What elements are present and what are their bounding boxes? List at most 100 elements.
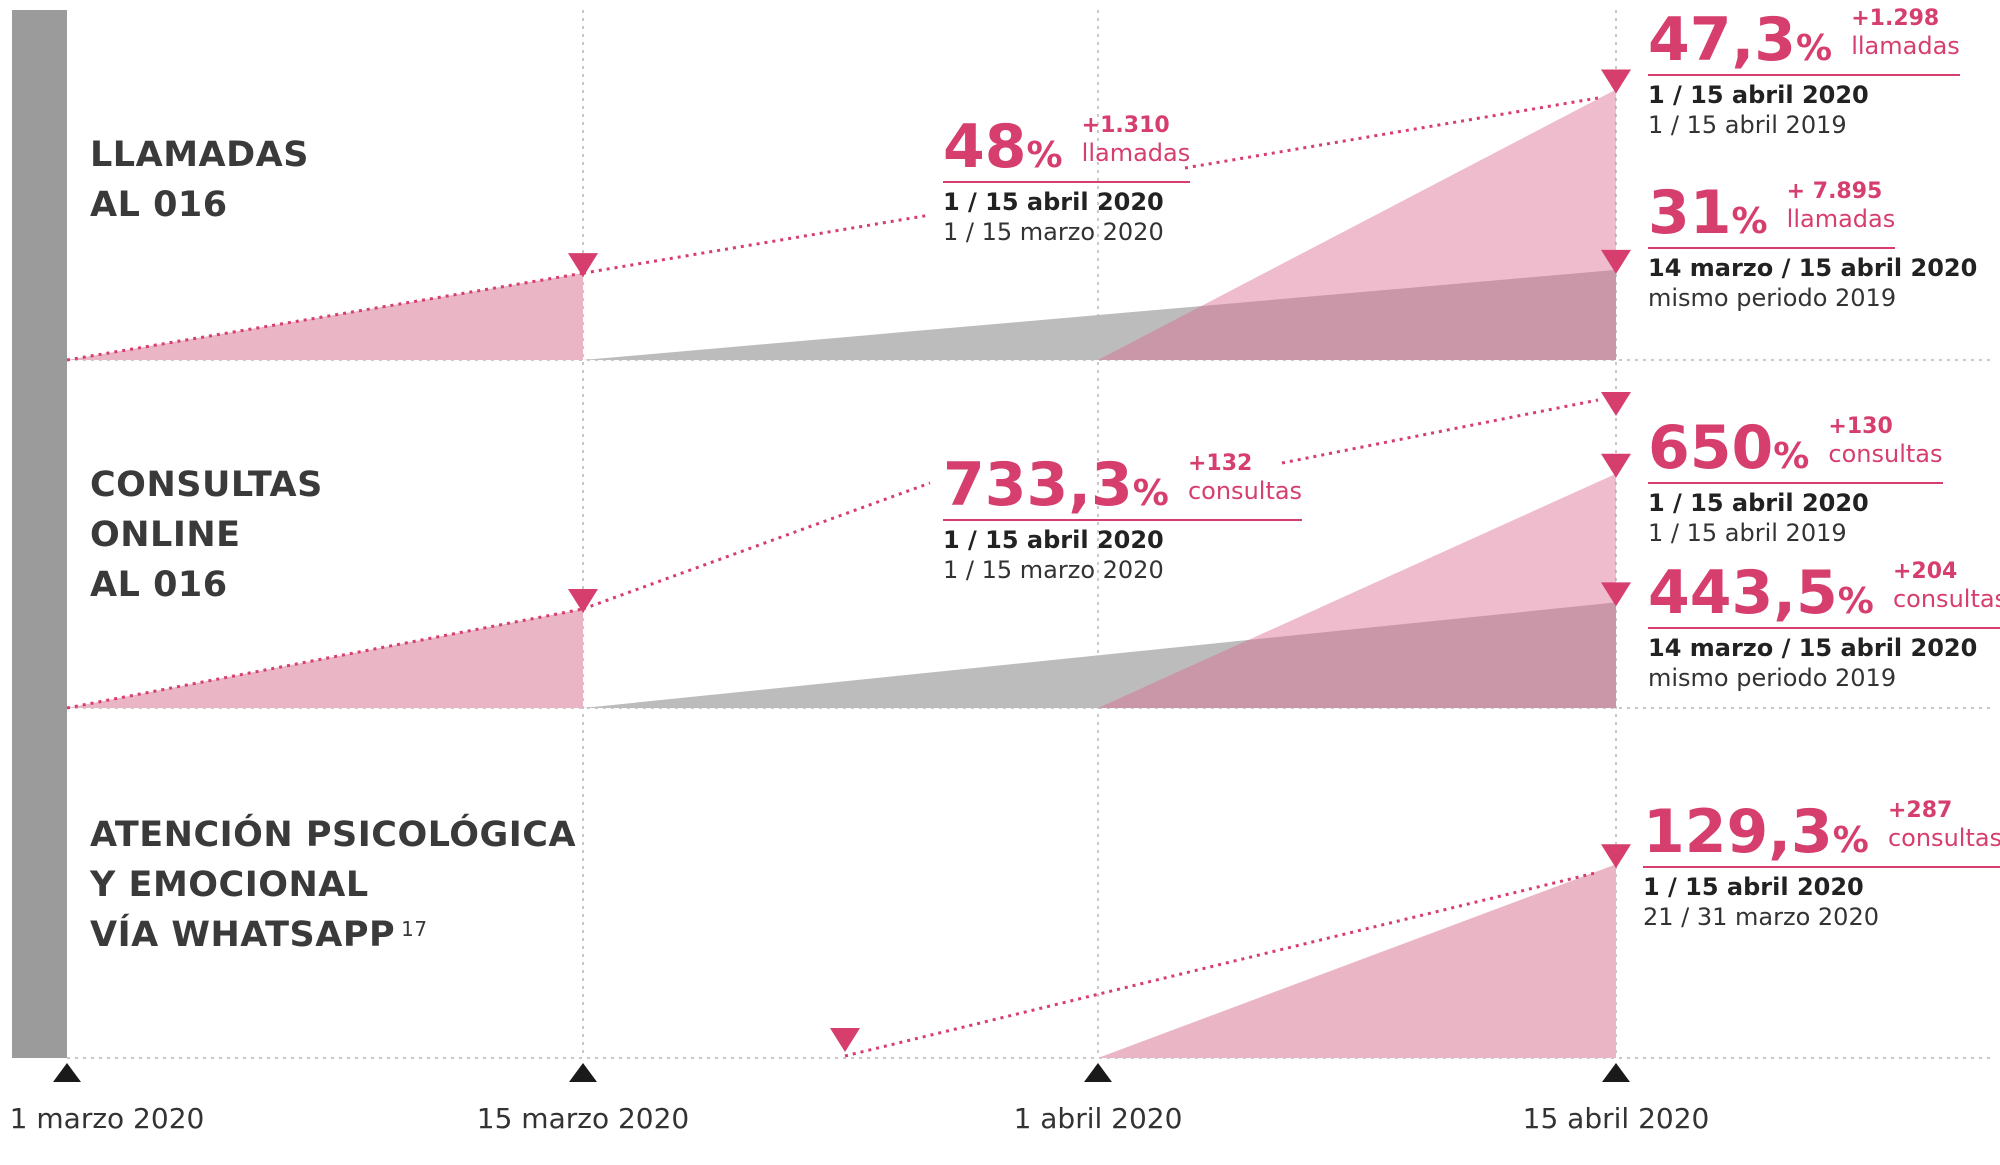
connector-dotted-line [1184, 96, 1599, 170]
row-label-line: CONSULTAS [90, 465, 323, 505]
annotation-consultas-marzo: 733,3% +132 consultas 1 / 15 abril 2020 … [943, 451, 1303, 585]
row-label-line: VÍA WHATSAPP 17 [90, 910, 576, 960]
annotation-period-compare: mismo periodo 2019 [1648, 664, 1897, 692]
annotation-unit: llamadas [1786, 205, 1896, 233]
annotation-delta: +204 [1892, 559, 1958, 584]
annotation-extra: +287 consultas [1888, 798, 2000, 852]
annotation-period-compare: 1 / 15 marzo 2020 [943, 218, 1164, 246]
annotation-extra: +204 consultas [1893, 559, 2000, 613]
row-label-line: AL 016 [90, 565, 228, 605]
annotation-period-compare: 1 / 15 marzo 2020 [943, 556, 1164, 584]
x-axis-tick-marker [1084, 1063, 1112, 1082]
row-label-line: Y EMOCIONAL [90, 865, 369, 905]
x-tick-label: 15 abril 2020 [1522, 1102, 1710, 1135]
annotation-period-main: 1 / 15 abril 2020 [1648, 81, 1869, 109]
annotation-percent: 733,3 [943, 450, 1133, 520]
annotation-percent: 650 [1648, 413, 1774, 483]
marker-triangle [1601, 453, 1631, 478]
annotation-delta: + 7.895 [1786, 179, 1883, 204]
row-label-line: ATENCIÓN PSICOLÓGICA [90, 815, 577, 855]
annotation-unit: consultas [1887, 824, 2000, 852]
annotation-period-main: 1 / 15 abril 2020 [943, 188, 1164, 216]
row-label-llamadas: LLAMADAS AL 016 [90, 130, 309, 230]
annotation-unit: llamadas [1851, 32, 1960, 60]
x-tick-label: 1 abril 2020 [1013, 1102, 1183, 1135]
annotation-percent: 129,3 [1643, 797, 1833, 867]
annotation-period-main: 1 / 15 abril 2020 [1648, 489, 1869, 517]
annotation-head: 129,3% +287 consultas [1643, 798, 2000, 868]
area-april-period [1098, 864, 1616, 1058]
annotation-head: 650% +130 consultas [1648, 414, 1943, 484]
row-label-line: AL 016 [90, 185, 228, 225]
annotation-whatsapp: 129,3% +287 consultas 1 / 15 abril 2020 … [1643, 798, 2000, 932]
connector-dotted-line [582, 213, 931, 275]
annotation-extra: +132 consultas [1188, 451, 1302, 505]
annotation-period-compare: mismo periodo 2019 [1648, 284, 1897, 312]
annotation-period-main: 14 marzo / 15 abril 2020 [1648, 634, 1978, 662]
annotation-head: 733,3% +132 consultas [943, 451, 1303, 521]
annotation-percent: 48 [943, 112, 1027, 182]
percent-sign: % [1773, 436, 1810, 477]
area-april-period [1098, 473, 1616, 708]
annotation-delta: +1.310 [1081, 113, 1170, 138]
annotation-unit: llamadas [1081, 139, 1191, 167]
annotation-unit: consultas [1828, 440, 1943, 468]
percent-sign: % [1832, 820, 1869, 861]
marker-triangle [1601, 844, 1631, 869]
footnote-ref: 17 [401, 917, 428, 941]
x-tick-label: 1 marzo 2020 [9, 1102, 205, 1135]
annotation-llamadas-marzo: 48% +1.310 llamadas 1 / 15 abril 2020 1 … [943, 113, 1191, 247]
connector-dotted-line [1281, 398, 1599, 465]
annotation-llamadas-periodo: 31% + 7.895 llamadas 14 marzo / 15 abril… [1648, 179, 1978, 313]
marker-triangle [1601, 69, 1631, 94]
annotation-head: 31% + 7.895 llamadas [1648, 179, 1896, 249]
annotation-extra: +130 consultas [1828, 414, 1942, 468]
row-label-line: ONLINE [90, 515, 241, 555]
annotation-extra: +1.298 llamadas [1851, 6, 1960, 60]
annotation-percent: 443,5 [1648, 558, 1838, 628]
x-axis-tick-marker [53, 1063, 81, 1082]
x-axis-tick-marker [1602, 1063, 1630, 1082]
annotation-delta: +1.298 [1851, 6, 1940, 31]
annotation-period-main: 1 / 15 abril 2020 [1643, 873, 1864, 901]
annotation-head: 47,3% +1.298 llamadas [1648, 6, 1960, 76]
annotation-delta: +287 [1887, 798, 1953, 823]
row-label-whatsapp: ATENCIÓN PSICOLÓGICA Y EMOCIONAL VÍA WHA… [90, 810, 576, 960]
percent-sign: % [1796, 28, 1833, 69]
marker-triangle [1601, 392, 1631, 416]
row-label-line-text: VÍA WHATSAPP [90, 915, 396, 955]
marker-triangle [568, 253, 598, 278]
annotation-delta: +132 [1187, 451, 1253, 476]
annotation-period-compare: 21 / 31 marzo 2020 [1643, 903, 1879, 931]
x-axis-tick-marker [569, 1063, 597, 1082]
marker-triangle [1601, 582, 1631, 607]
annotation-extra: +1.310 llamadas [1082, 113, 1191, 167]
annotation-consultas-periodo: 443,5% +204 consultas 14 marzo / 15 abri… [1648, 559, 2000, 693]
percent-sign: % [1837, 581, 1874, 622]
x-tick-label: 15 marzo 2020 [476, 1102, 690, 1135]
annotation-llamadas-2019: 47,3% +1.298 llamadas 1 / 15 abril 2020 … [1648, 6, 1960, 140]
annotation-unit: consultas [1892, 585, 2000, 613]
area-april-period [1098, 89, 1616, 361]
marker-triangle [830, 1028, 860, 1052]
annotation-percent: 31 [1648, 178, 1732, 248]
marker-triangle [568, 589, 598, 613]
annotation-period-main: 14 marzo / 15 abril 2020 [1648, 254, 1978, 282]
annotation-period-compare: 1 / 15 abril 2019 [1648, 111, 1847, 139]
annotation-delta: +130 [1828, 414, 1893, 439]
row-label-consultas: CONSULTAS ONLINE AL 016 [90, 460, 323, 610]
percent-sign: % [1026, 135, 1063, 176]
annotation-unit: consultas [1187, 477, 1303, 505]
row-label-line: LLAMADAS [90, 135, 309, 175]
annotation-period-main: 1 / 15 abril 2020 [943, 526, 1164, 554]
area-2019-period [583, 602, 1616, 708]
annotation-extra: + 7.895 llamadas [1787, 179, 1896, 233]
percent-sign: % [1731, 201, 1768, 242]
left-axis-bar [12, 10, 67, 1058]
area-2019-period [583, 269, 1616, 360]
connector-dotted-line [844, 870, 1599, 1058]
annotation-head: 443,5% +204 consultas [1648, 559, 2000, 629]
connector-dotted-line [582, 481, 931, 611]
annotation-consultas-2019: 650% +130 consultas 1 / 15 abril 2020 1 … [1648, 414, 1943, 548]
